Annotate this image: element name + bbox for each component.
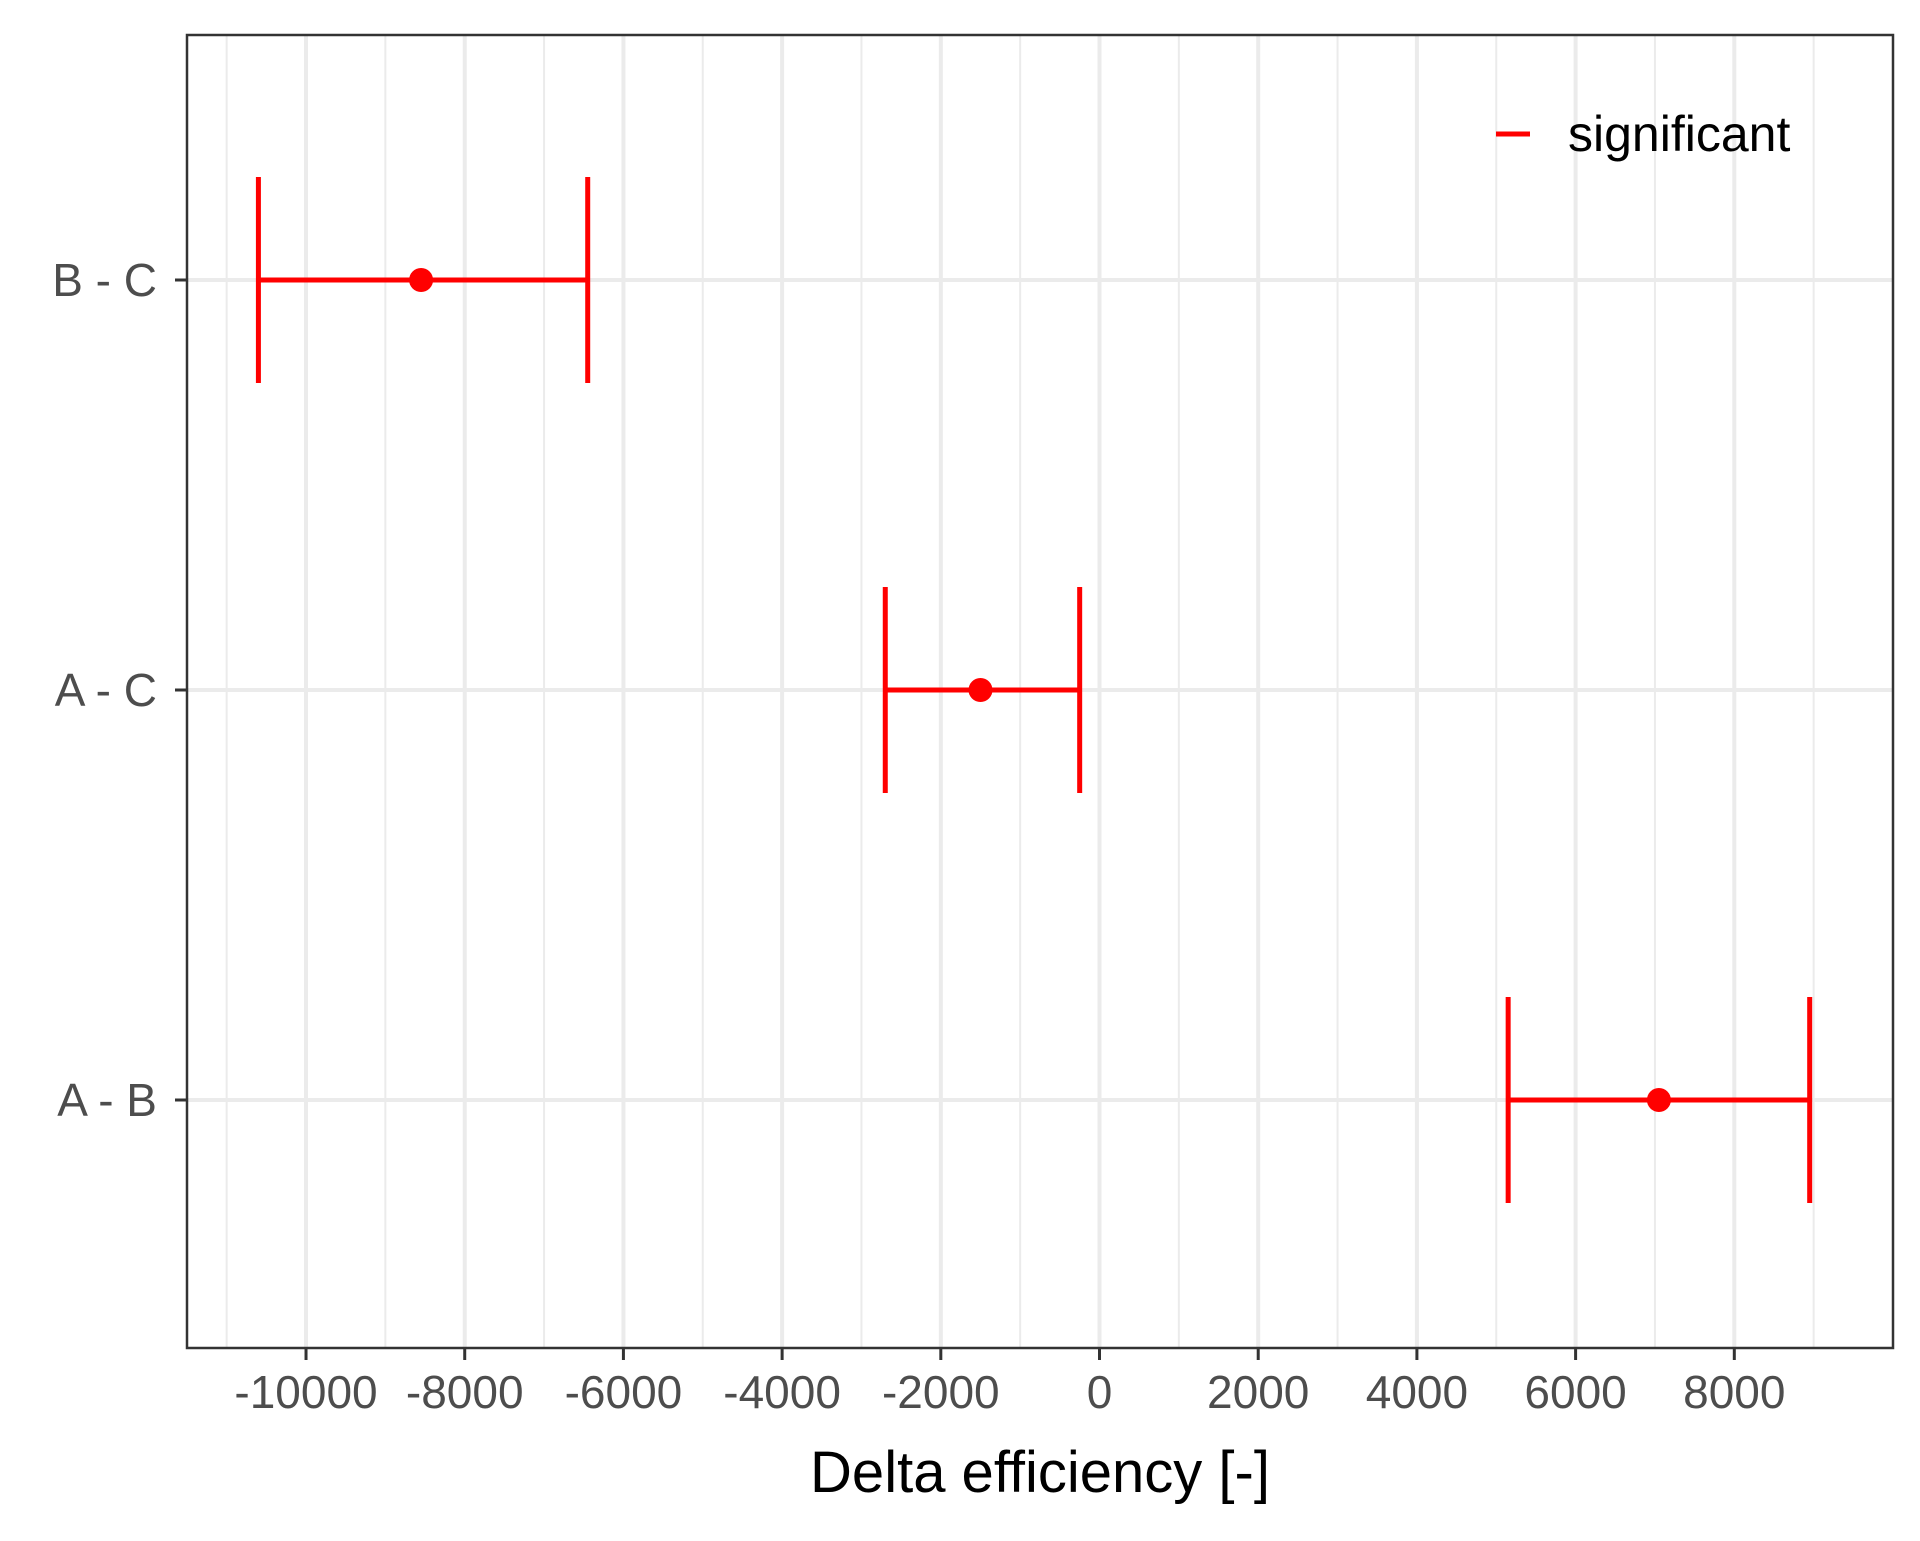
errorbar-A-C bbox=[882, 587, 1083, 793]
legend-label: significant bbox=[1568, 106, 1790, 162]
legend: significant bbox=[1496, 106, 1790, 162]
errorbar-A-B bbox=[1505, 997, 1813, 1203]
data-layer bbox=[255, 177, 1813, 1203]
axes: -10000 -8000 -6000 -4000 -2000 0 2000 4000 6000 8… bbox=[52, 254, 1785, 1418]
estimate-point bbox=[968, 678, 993, 702]
y-tick-label: B - C bbox=[52, 254, 157, 306]
x-axis-title: Delta efficiency [-] bbox=[810, 1440, 1270, 1505]
y-tick-label: A - B bbox=[57, 1074, 157, 1126]
x-tick-label: -8000 bbox=[406, 1366, 524, 1418]
x-tick-label: 6000 bbox=[1524, 1366, 1626, 1418]
estimate-point bbox=[1646, 1088, 1671, 1112]
x-tick-label: -4000 bbox=[723, 1366, 841, 1418]
errorbar-B-C bbox=[255, 177, 591, 383]
x-tick-label: 4000 bbox=[1366, 1366, 1468, 1418]
x-tick-label: -2000 bbox=[882, 1366, 1000, 1418]
x-tick-label: -10000 bbox=[234, 1366, 377, 1418]
x-tick-label: 2000 bbox=[1207, 1366, 1309, 1418]
x-tick-label: 8000 bbox=[1683, 1366, 1785, 1418]
estimate-point bbox=[409, 268, 434, 292]
x-tick-label: 0 bbox=[1087, 1366, 1113, 1418]
y-tick-label: A - C bbox=[55, 664, 157, 716]
x-tick-label: -6000 bbox=[565, 1366, 683, 1418]
